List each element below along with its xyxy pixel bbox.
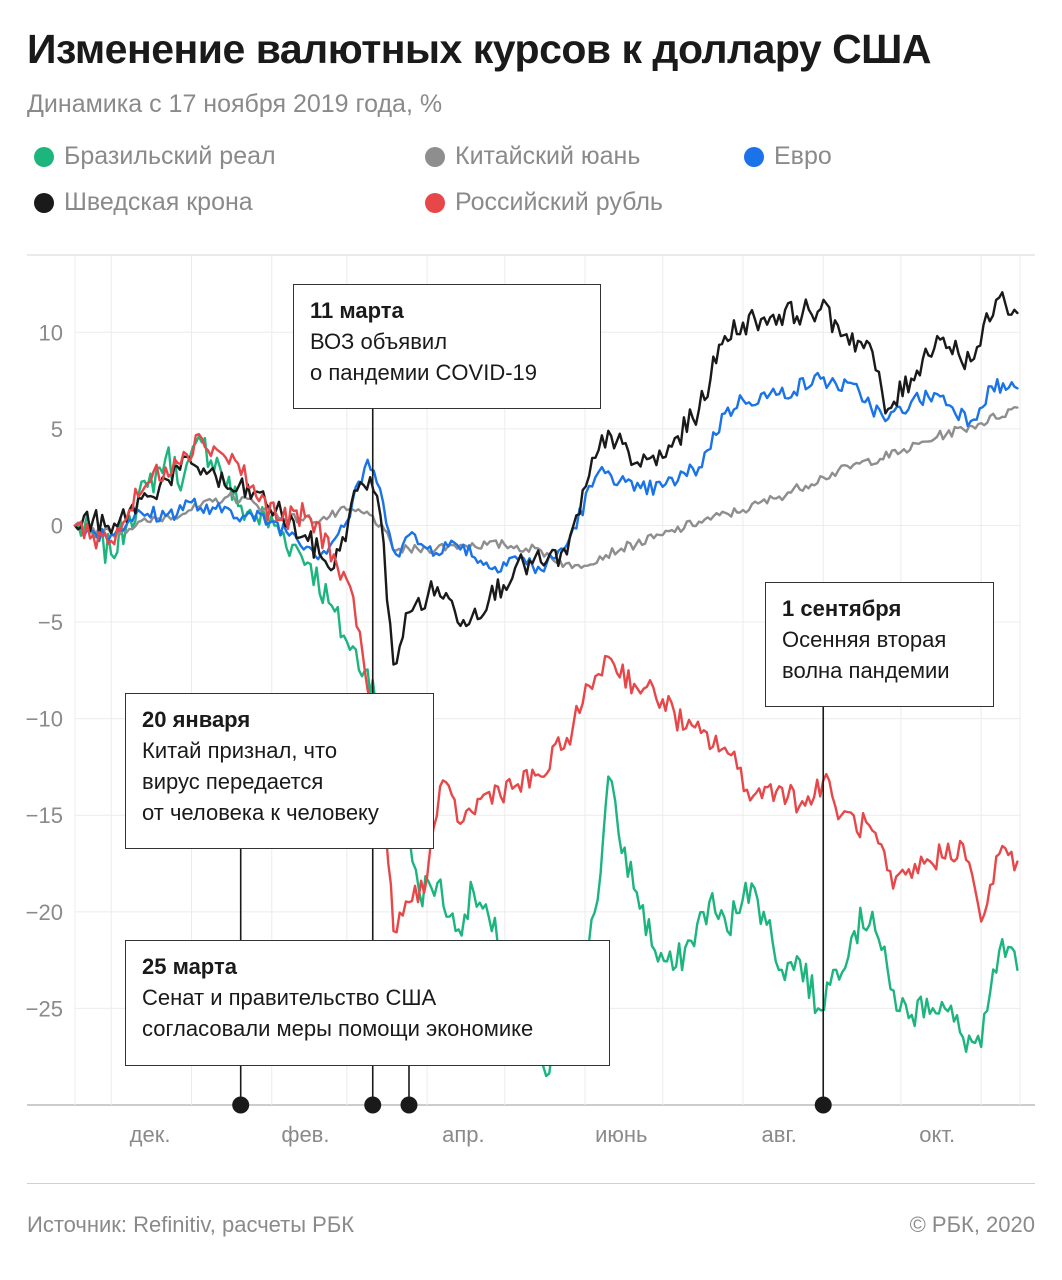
footer-source: Источник: Refinitiv, расчеты РБК xyxy=(27,1212,355,1237)
x-tick-label: авг. xyxy=(762,1122,797,1147)
y-tick-label: −25 xyxy=(26,996,63,1021)
x-tick-label: фев. xyxy=(281,1122,329,1147)
series-line xyxy=(73,432,1019,934)
x-tick-label: дек. xyxy=(130,1122,171,1147)
annotation-text: ВОЗ объявил о пандемии COVID-19 xyxy=(310,329,538,385)
annotation-date: 20 января xyxy=(142,707,251,732)
y-tick-label: −5 xyxy=(38,610,63,635)
legend-dot-icon xyxy=(425,192,445,213)
chart-subtitle: Динамика с 17 ноября 2019 года, % xyxy=(27,90,443,118)
footer-divider xyxy=(27,1183,1035,1184)
legend-dot-icon xyxy=(34,192,54,213)
series-line xyxy=(73,406,1019,570)
annotation-text: Осенняя вторая волна пандемии xyxy=(782,627,950,683)
annotation-senate: 25 марта Сенат и правительство США согла… xyxy=(125,940,610,1066)
annotation-china: 20 января Китай признал, что вирус перед… xyxy=(125,693,434,849)
y-tick-label: 10 xyxy=(39,320,63,345)
y-tick-label: −10 xyxy=(26,707,63,732)
legend-dot-icon xyxy=(744,146,764,167)
legend-label: Евро xyxy=(774,142,832,170)
chart-plot: 10 5 0 −5 −10 −15 −20 −25 дек. фев. апр. июнь авг. ок… xyxy=(26,254,1035,1147)
annotation-text: Сенат и правительство США согласовали ме… xyxy=(142,985,534,1041)
series-line xyxy=(73,291,1019,666)
legend-item-eur: Евро xyxy=(744,142,832,171)
event-marker-dot xyxy=(364,1096,382,1114)
legend-item-sek: Шведская крона xyxy=(34,188,253,217)
legend-dot-icon xyxy=(425,146,445,167)
event-marker-dot xyxy=(814,1096,832,1114)
annotation-who: 11 марта ВОЗ объявил о пандемии COVID-19 xyxy=(293,284,601,409)
x-tick-label: апр. xyxy=(442,1122,485,1147)
x-tick-label: окт. xyxy=(919,1122,955,1147)
annotation-text: Китай признал, что вирус передается от ч… xyxy=(142,738,379,825)
series-line xyxy=(73,435,1019,1078)
y-tick-label: 0 xyxy=(51,513,63,538)
legend-label: Российский рубль xyxy=(455,188,663,216)
y-tick-label: 5 xyxy=(51,417,63,442)
annotation-date: 1 сентября xyxy=(782,596,902,621)
legend-label: Шведская крона xyxy=(64,188,253,216)
legend-label: Бразильский реал xyxy=(64,142,276,170)
legend-item-rub: Российский рубль xyxy=(425,188,663,217)
legend-item-brl: Бразильский реал xyxy=(34,142,276,171)
legend-item-cny: Китайский юань xyxy=(425,142,640,171)
legend-label: Китайский юань xyxy=(455,142,641,170)
footer-copyright: © РБК, 2020 xyxy=(909,1212,1035,1237)
annotation-second-wave: 1 сентября Осенняя вторая волна пандемии xyxy=(765,582,994,707)
annotation-date: 25 марта xyxy=(142,954,237,979)
event-marker-dot xyxy=(400,1096,418,1114)
chart-title: Изменение валютных курсов к доллару США xyxy=(27,26,931,72)
x-tick-label: июнь xyxy=(595,1122,647,1147)
legend-dot-icon xyxy=(34,146,54,167)
event-marker-dot xyxy=(232,1096,250,1114)
y-tick-label: −15 xyxy=(26,803,63,828)
annotation-date: 11 марта xyxy=(310,298,404,323)
series-line xyxy=(73,371,1019,575)
y-tick-label: −20 xyxy=(26,900,63,925)
